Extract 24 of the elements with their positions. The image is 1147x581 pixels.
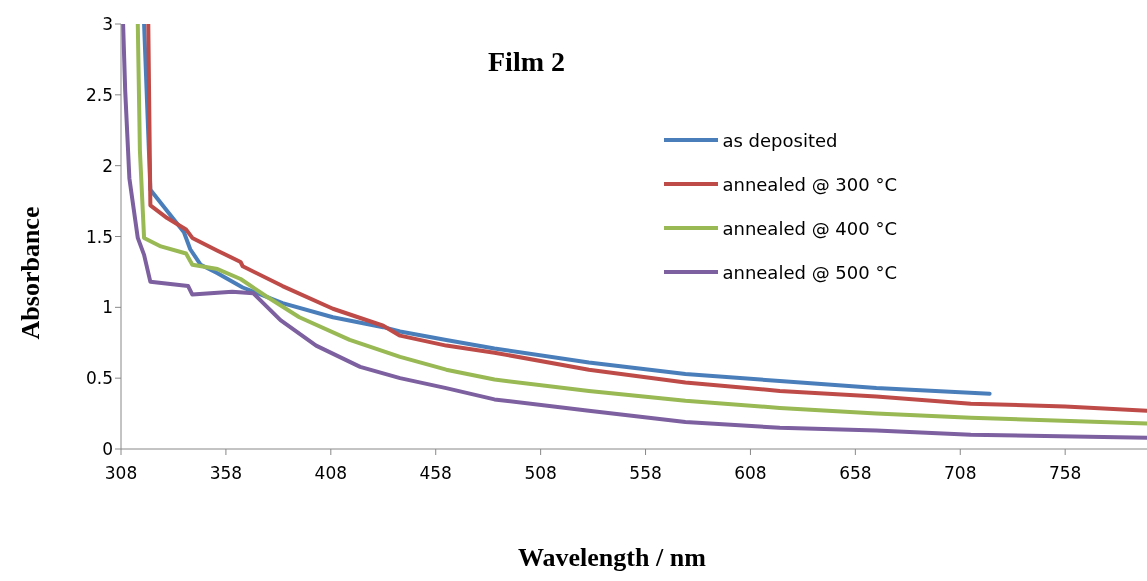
y-tick-label: 0	[102, 439, 113, 460]
x-tick-label: 708	[944, 463, 977, 484]
y-tick-label: 1	[102, 297, 113, 318]
x-tick-label: 758	[1048, 463, 1082, 484]
x-tick-label: 308	[104, 463, 138, 484]
legend-label: as deposited	[722, 129, 838, 151]
y-tick-label: 1.5	[85, 226, 113, 247]
x-tick-label: 508	[524, 463, 557, 484]
text: Film 2	[488, 46, 565, 78]
y-tick-label: 2.5	[85, 84, 113, 105]
legend-label: annealed @ 400 °C	[722, 217, 897, 239]
y-tick-label: 3	[102, 14, 113, 35]
legend-label: annealed @ 300 °C	[722, 173, 897, 195]
y-axis-title: Absorbance	[16, 206, 46, 340]
x-axis-title: Wavelength / nm	[518, 543, 706, 573]
x-tick-label: 408	[314, 463, 348, 484]
x-tick-label: 458	[419, 463, 452, 484]
x-tick-label: 558	[629, 463, 662, 484]
x-tick-label: 608	[734, 463, 767, 484]
x-tick-label: 658	[839, 463, 872, 484]
y-tick-label: 0.5	[85, 368, 113, 389]
legend-label: annealed @ 500 °C	[722, 261, 897, 283]
y-tick-label: 2	[102, 155, 113, 176]
x-tick-label: 358	[209, 463, 243, 484]
